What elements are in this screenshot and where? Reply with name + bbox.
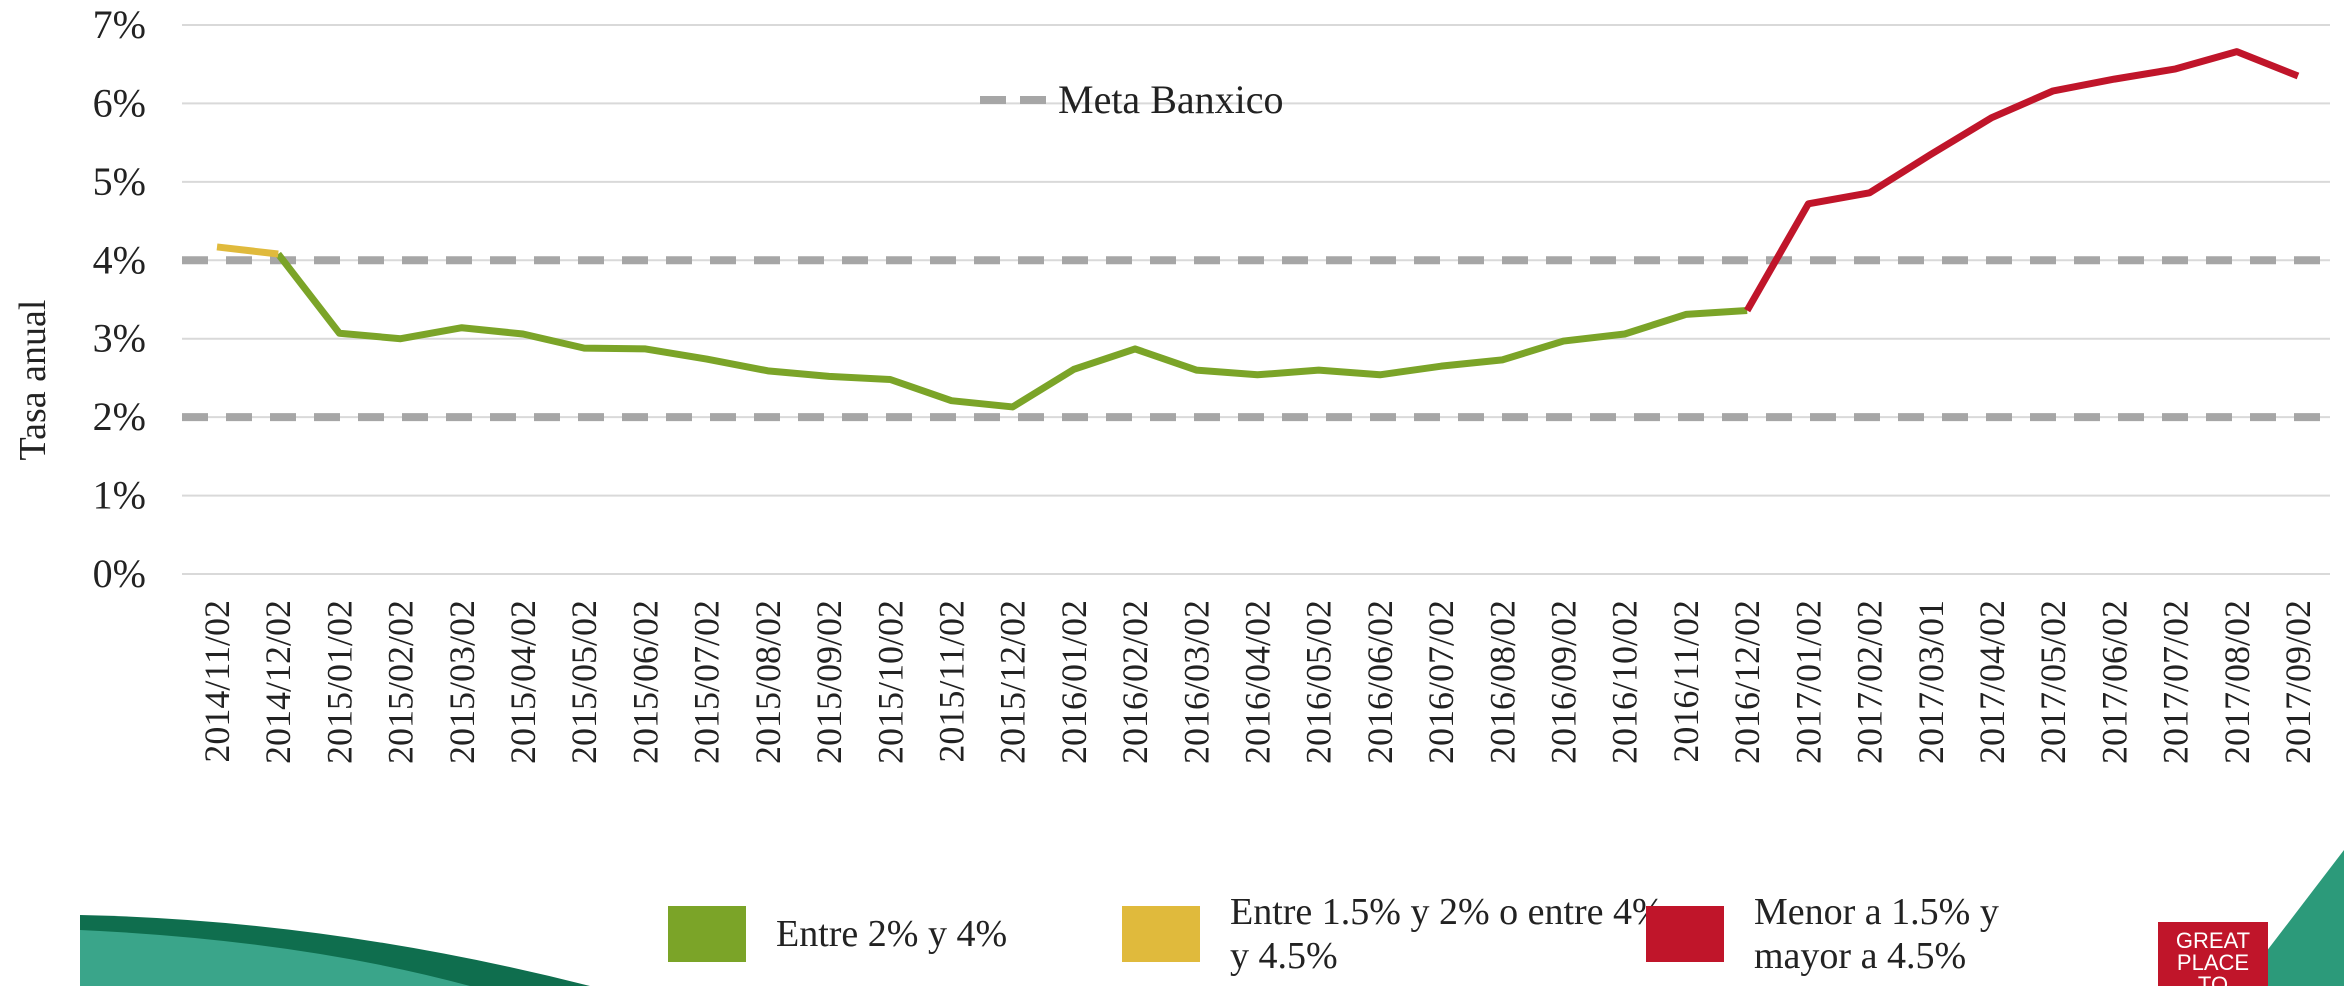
- y-tick-label: 3%: [93, 316, 146, 361]
- x-tick-label: 2015/05/02: [564, 600, 604, 764]
- x-tick-label: 2015/08/02: [748, 600, 788, 764]
- legend-swatch: [1646, 906, 1724, 962]
- badge-text: GREAT: [2176, 928, 2250, 953]
- y-axis-label: Tasa anual: [12, 300, 54, 461]
- x-tick-label: 2017/03/01: [1911, 600, 1951, 764]
- x-tick-label: 2015/07/02: [687, 600, 727, 764]
- x-tick-label: 2016/09/02: [1544, 600, 1584, 764]
- badge-text: TO: [2198, 972, 2228, 986]
- y-tick-label: 5%: [93, 159, 146, 204]
- badge-text: PLACE: [2177, 950, 2249, 975]
- legend-label: Meta Banxico: [1058, 77, 1284, 122]
- x-tick-label: 2016/12/02: [1727, 600, 1767, 764]
- y-tick-label: 0%: [93, 551, 146, 596]
- x-tick-label: 2015/04/02: [503, 600, 543, 764]
- legend-item: Menor a 1.5% y mayor a 4.5%: [1646, 890, 2094, 978]
- legend-item: Entre 1.5% y 2% o entre 4% y 4.5%: [1122, 890, 1670, 978]
- x-tick-label: 2016/06/02: [1360, 600, 1400, 764]
- x-tick-label: 2015/12/02: [993, 600, 1033, 764]
- y-tick-label: 4%: [93, 237, 146, 282]
- x-tick-label: 2015/03/02: [442, 600, 482, 764]
- x-tick-label: 2015/06/02: [625, 600, 665, 764]
- x-tick-label: 2015/01/02: [319, 600, 359, 764]
- badge: [2158, 922, 2268, 986]
- legend-label: Menor a 1.5% y mayor a 4.5%: [1754, 891, 1999, 977]
- y-tick-label: 6%: [93, 80, 146, 125]
- x-tick-label: 2017/05/02: [2033, 600, 2073, 764]
- x-tick-label: 2016/03/02: [1176, 600, 1216, 764]
- x-tick-label: 2017/07/02: [2156, 600, 2196, 764]
- x-tick-label: 2017/08/02: [2217, 600, 2257, 764]
- x-tick-label: 2015/10/02: [870, 600, 910, 764]
- x-tick-label: 2016/01/02: [1054, 600, 1094, 764]
- x-tick-label: 2014/11/02: [197, 600, 237, 763]
- series-line: [1744, 48, 2300, 313]
- x-tick-label: 2014/12/02: [258, 600, 298, 764]
- x-tick-label: 2015/09/02: [809, 600, 849, 764]
- y-tick-label: 7%: [93, 2, 146, 47]
- x-tick-label: 2016/07/02: [1421, 600, 1461, 764]
- legend-swatch: [1122, 906, 1200, 962]
- x-tick-label: 2016/05/02: [1299, 600, 1339, 764]
- y-tick-label: 2%: [93, 394, 146, 439]
- x-tick-label: 2015/11/02: [931, 600, 971, 763]
- x-tick-label: 2016/10/02: [1605, 600, 1645, 764]
- x-tick-label: 2017/01/02: [1788, 600, 1828, 764]
- x-tick-label: 2016/04/02: [1238, 600, 1278, 764]
- x-tick-label: 2017/02/02: [1850, 600, 1890, 764]
- decor-swoosh: [80, 930, 470, 986]
- x-tick-label: 2017/04/02: [1972, 600, 2012, 764]
- legend-label: Entre 1.5% y 2% o entre 4% y 4.5%: [1230, 891, 1664, 977]
- legend-swatch: [668, 906, 746, 962]
- series-line: [275, 251, 1748, 411]
- legend-label: Entre 2% y 4%: [776, 913, 1008, 955]
- y-tick-label: 1%: [93, 473, 146, 518]
- x-tick-label: 2017/06/02: [2094, 600, 2134, 764]
- x-tick-label: 2015/02/02: [381, 600, 421, 764]
- x-tick-label: 2016/08/02: [1482, 600, 1522, 764]
- series-line: [216, 243, 279, 258]
- x-tick-label: 2016/02/02: [1115, 600, 1155, 764]
- x-tick-label: 2017/09/02: [2278, 600, 2318, 764]
- x-tick-label: 2016/11/02: [1666, 600, 1706, 763]
- legend-item: Entre 2% y 4%: [668, 890, 1156, 978]
